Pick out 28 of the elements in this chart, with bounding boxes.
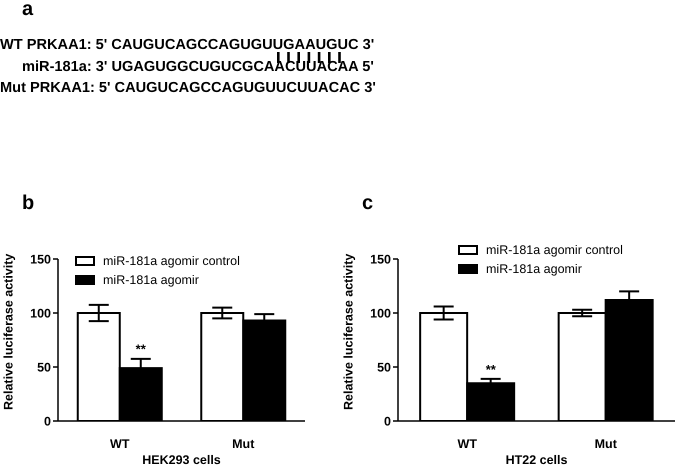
y-tick-label: 100 [370, 306, 392, 320]
legend-label: miR-181a agomir [486, 262, 582, 276]
legend-label: miR-181a agomir control [486, 242, 623, 256]
y-tick-label: 100 [30, 306, 52, 320]
text: Mut PRKAA1: 5' CAUGUCAGCCAGUGUUCUUACAC 3' [0, 79, 376, 97]
legend-label: miR-181a agomir control [103, 254, 240, 268]
x-tick-label: WT [110, 436, 130, 451]
y-tick-label: 150 [370, 252, 392, 266]
x-tick-label: WT [458, 436, 478, 451]
chart-title: b [22, 192, 34, 215]
annotation: ** [136, 341, 147, 356]
x-axis-title: HEK293 cells [142, 453, 221, 467]
y-tick-label: 0 [44, 414, 52, 428]
y-tick-label: 50 [377, 360, 392, 374]
y-axis-title: Relative luciferase activity [341, 254, 356, 410]
x-axis-title: HT22 cells [506, 453, 568, 467]
annotation: ** [486, 362, 497, 377]
legend-label: miR-181a agomir [103, 272, 199, 286]
chart-title: c [362, 192, 374, 215]
y-tick-label: 0 [384, 414, 392, 428]
x-tick-label: Mut [594, 436, 618, 451]
y-tick-label: 150 [30, 252, 52, 266]
text: miR-181a: 3' UGAGUGGCUGUCGCAACUUACAA 5' [22, 58, 374, 76]
y-tick-label: 50 [37, 360, 52, 374]
text: a [22, 0, 34, 21]
x-tick-label: Mut [232, 436, 256, 451]
text: WT PRKAA1: 5' CAUGUCAGCCAGUGUUGAAUGUC 3' [0, 36, 374, 54]
y-axis-title: Relative luciferase activity [1, 254, 16, 410]
